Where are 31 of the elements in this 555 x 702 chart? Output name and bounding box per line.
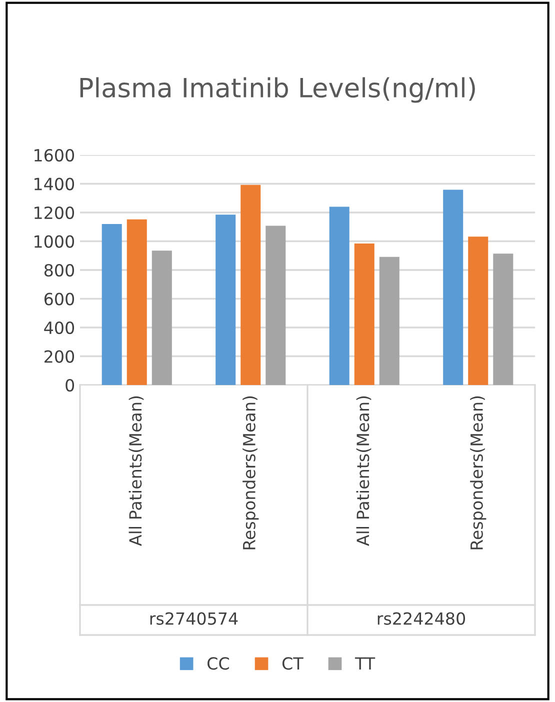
bar	[152, 250, 172, 385]
x-tick-label: All Patients(Mean)	[128, 396, 144, 546]
bar	[126, 219, 147, 385]
bar	[468, 236, 488, 385]
y-tick-label: 1200	[34, 206, 74, 220]
x-tick-label: Responders(Mean)	[242, 396, 259, 550]
y-tick-label: 800	[44, 264, 74, 277]
bar	[443, 190, 464, 385]
x-tick-label: Responders(Mean)	[470, 396, 486, 550]
legend-label: TT	[354, 657, 376, 670]
y-tick-label: 600	[44, 292, 74, 306]
text: rs2242480	[378, 612, 466, 625]
y-tick-label: 1400	[34, 178, 74, 190]
bar	[379, 256, 400, 385]
bar	[216, 214, 236, 385]
legend-label: CC	[208, 657, 229, 670]
y-tick-label: 0	[66, 378, 74, 392]
bar	[493, 254, 514, 385]
text: rs2740574	[150, 612, 238, 625]
y-tick-label: 400	[44, 321, 74, 334]
legend-label: CT	[282, 657, 304, 670]
bar	[240, 184, 261, 385]
y-tick-label: 1600	[34, 148, 74, 162]
y-tick-label: 1000	[34, 235, 74, 248]
bar	[266, 226, 286, 385]
chart-title: Plasma Imatinib Levels(ng/ml)	[80, 77, 475, 103]
y-tick-label: 200	[44, 350, 74, 363]
bar	[329, 206, 350, 385]
x-tick-label: All Patients(Mean)	[356, 396, 372, 546]
bar	[354, 244, 374, 385]
bar	[102, 224, 122, 385]
